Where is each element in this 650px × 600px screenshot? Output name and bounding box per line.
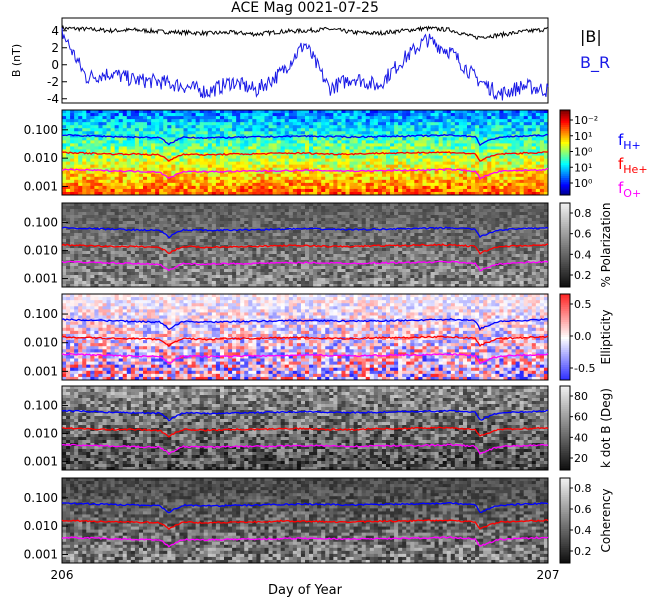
y-tick-label: 0.001 xyxy=(24,364,58,378)
colorbar-frame xyxy=(559,202,571,288)
colorbar-tick-label: 0.8 xyxy=(574,207,592,220)
gyro-line-f_h xyxy=(61,409,549,422)
panel-frame xyxy=(61,109,549,196)
colorbar-tick-label: 10¹ xyxy=(574,130,592,143)
colorbar-tick-label: 10⁰ xyxy=(574,146,593,159)
gyro-line-f_h xyxy=(61,317,549,332)
legend-o-plus: fO+ xyxy=(618,179,641,200)
y-tick-label: 0.001 xyxy=(24,272,58,286)
gyro-line-f_h xyxy=(61,226,549,239)
colorbar-label: k dot B (Deg) xyxy=(599,388,613,468)
gyro-line-f_o xyxy=(61,443,549,456)
panel-kdotb: 0.100 0.010 0.001 xyxy=(24,385,549,471)
colorbar-tick-label: 10⁰ xyxy=(574,177,593,190)
y-tick-label: 2 xyxy=(51,41,59,55)
gyro-line-f_h xyxy=(61,133,549,147)
colorbar: 0.8 0.6 0.4 0.2 xyxy=(559,477,592,564)
colorbar-tick-label: 0.6 xyxy=(574,228,592,241)
legend-he-plus: fHe+ xyxy=(618,155,648,176)
colorbar: 80 60 40 20 xyxy=(559,385,588,471)
y-tick-label: 0.010 xyxy=(24,151,58,165)
panel-coherency: 0.100 0.010 0.001 xyxy=(24,477,549,564)
colorbar-tick-label: 0.2 xyxy=(574,269,592,282)
colorbar-tick-label: 40 xyxy=(574,431,588,444)
x-tick-label: 206 xyxy=(51,568,74,582)
colorbar-tick-label: 0.2 xyxy=(574,545,592,558)
gyro-line-f_he xyxy=(61,243,548,255)
y-tick-label: 0.010 xyxy=(24,336,58,350)
gyro-line-f_h xyxy=(61,501,549,514)
gyro-line-f_he xyxy=(61,519,549,530)
y-tick-label: -2 xyxy=(47,75,59,89)
colorbar-tick-label: 0.0 xyxy=(574,330,592,343)
y-tick-label: 0.100 xyxy=(24,399,58,413)
series-total-field xyxy=(61,24,549,40)
colorbar-tick-label: 20 xyxy=(574,452,588,465)
gyro-line-f_o xyxy=(61,353,549,365)
y-tick-label: 0.001 xyxy=(24,455,58,469)
panel-ellipticity: 0.100 0.010 0.001 xyxy=(24,293,549,381)
gyro-line-f_o xyxy=(62,168,549,181)
y-tick-label: 0.100 xyxy=(24,307,58,321)
colorbar-frame xyxy=(559,477,571,564)
y-tick-label: 0.100 xyxy=(24,491,58,505)
colorbar: 0.5 0.0 -0.5 xyxy=(559,293,595,381)
legend-h-plus: fH+ xyxy=(618,131,641,152)
y-tick-label: 0 xyxy=(51,58,59,72)
y-tick-label: 0.100 xyxy=(24,123,58,137)
series-radial-field xyxy=(61,27,549,101)
gyro-line-f_he xyxy=(61,150,549,162)
panel-polarization: 0.100 0.010 0.001 xyxy=(24,202,549,288)
colorbar-label: Coherency xyxy=(599,488,613,552)
panel-field-frame xyxy=(61,17,549,104)
y-tick-label: 0.001 xyxy=(24,547,58,561)
colorbar-frame xyxy=(559,109,571,196)
colorbar-tick-label: 0.5 xyxy=(574,298,592,311)
colorbar-tick-label: 0.4 xyxy=(574,524,592,537)
colorbar-tick-label: 10⁻² xyxy=(574,114,598,127)
colorbar-tick-label: 10¹ xyxy=(574,161,592,174)
gyro-line-f_he xyxy=(61,335,549,348)
colorbar-tick-label: 0.8 xyxy=(574,482,592,495)
colorbar-frame xyxy=(559,385,571,471)
colorbar-label: Ellipticity xyxy=(599,310,613,365)
x-tick-label: 207 xyxy=(537,568,560,582)
gyro-line-f_he xyxy=(61,426,549,438)
gyro-line-f_o xyxy=(61,536,549,548)
x-axis-label: Day of Year xyxy=(268,583,343,598)
colorbar-label: % Polarization xyxy=(599,203,613,288)
colorbar: 0.8 0.6 0.4 0.2 xyxy=(559,202,592,288)
y-tick-label: 0.100 xyxy=(24,216,58,230)
chart-title: ACE Mag 0021-07-25 xyxy=(231,0,379,16)
y-tick-label: 0.010 xyxy=(24,427,58,441)
colorbar-tick-label: 60 xyxy=(574,411,588,424)
legend-radial-field: B_R xyxy=(580,53,610,73)
y-tick-label: 0.010 xyxy=(24,244,58,258)
legend-total-field: |B| xyxy=(580,27,602,46)
y-tick-label: -4 xyxy=(47,92,59,106)
y-tick-label: 4 xyxy=(51,24,59,38)
colorbar-frame xyxy=(559,293,571,381)
colorbar-tick-label: -0.5 xyxy=(574,362,595,375)
colorbar: 10⁻² 10¹ 10⁰ 10¹ 10⁰ xyxy=(559,109,598,196)
panel-power: 0.100 0.010 0.001 xyxy=(24,109,549,196)
y-tick-label: 0.001 xyxy=(24,179,58,193)
gyro-line-f_o xyxy=(61,260,549,272)
y-axis-label: B (nT) xyxy=(10,44,23,77)
y-tick-label: 0.010 xyxy=(24,519,58,533)
colorbar-tick-label: 0.6 xyxy=(574,503,592,516)
colorbar-tick-label: 80 xyxy=(574,390,588,403)
colorbar-tick-label: 0.4 xyxy=(574,248,592,261)
